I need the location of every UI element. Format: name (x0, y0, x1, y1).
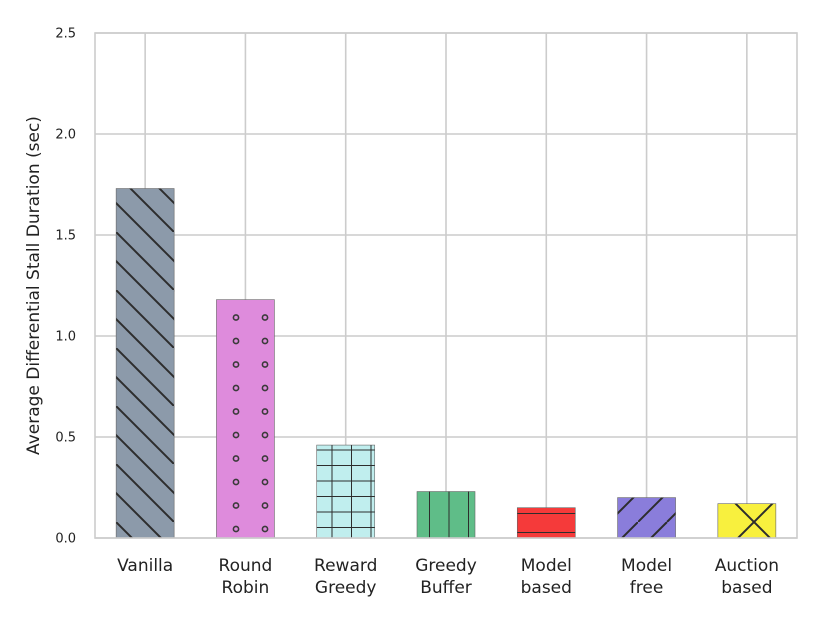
bar-hatch (717, 503, 776, 538)
bars (115, 188, 777, 539)
y-tick-label: 1.0 (55, 330, 76, 345)
y-tick-label: 1.5 (55, 229, 76, 244)
x-tick-label-line: Vanilla (117, 556, 173, 576)
y-tick-labels: 0.0 0.5 1.0 1.5 2.0 2.5 (55, 27, 76, 547)
bar-group (115, 188, 175, 539)
y-axis-title: Average Differential Stall Duration (sec… (24, 116, 44, 455)
x-tick-label: Round Robin (219, 556, 273, 598)
x-tick-label-line: free (630, 578, 664, 598)
bar-group (316, 444, 376, 539)
x-tick-label-line: Model (521, 556, 572, 576)
gridlines (95, 32, 797, 539)
bar-hatch (216, 299, 275, 538)
x-tick-label-line: Robin (222, 578, 270, 598)
x-tick-label: Reward Greedy (314, 556, 377, 598)
bar-group (617, 497, 676, 539)
x-tick-label-line: Buffer (420, 578, 472, 598)
bar-hatch (316, 445, 375, 538)
x-tick-label-line: Greedy (315, 578, 377, 598)
bar-group (216, 299, 275, 539)
y-tick-label: 2.5 (55, 27, 76, 42)
bar-group (717, 503, 777, 539)
bar-hatch (417, 491, 475, 538)
x-tick-label: Vanilla (117, 556, 173, 576)
x-tick-label-line: Auction (715, 556, 779, 576)
x-tick-label: Model based (521, 556, 572, 598)
x-tick-label-line: Greedy (415, 556, 477, 576)
y-tick-label: 2.0 (55, 128, 76, 143)
x-tick-label-line: Round (219, 556, 273, 576)
bar-group (416, 491, 476, 539)
bar-group (516, 507, 576, 539)
y-tick-label: 0.0 (55, 532, 76, 547)
x-tick-label: Greedy Buffer (415, 556, 477, 598)
bar-hatch (517, 507, 576, 538)
bar-hatch (116, 188, 175, 539)
plot-frame (94, 32, 798, 539)
y-tick-label: 0.5 (55, 431, 76, 446)
x-tick-label-line: based (521, 578, 572, 598)
x-tick-label-line: based (721, 578, 772, 598)
x-tick-label: Auction based (715, 556, 779, 598)
x-tick-label-line: Model (621, 556, 672, 576)
x-tick-label: Model free (621, 556, 672, 598)
x-tick-label-line: Reward (314, 556, 377, 576)
bar-hatch (617, 497, 676, 538)
